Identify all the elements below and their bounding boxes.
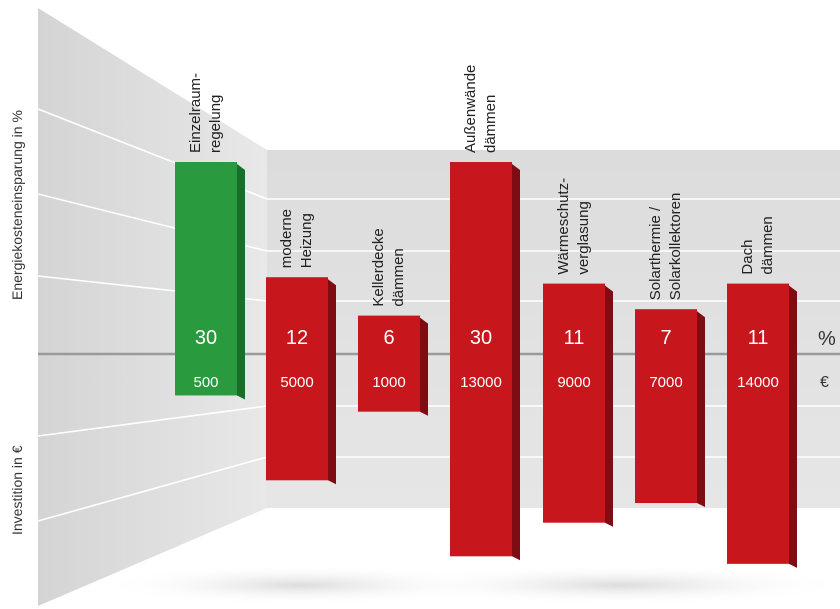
category-label: Einzelraum-regelung bbox=[187, 73, 224, 153]
savings-label: 12 bbox=[286, 327, 308, 349]
savings-label: 11 bbox=[748, 327, 769, 349]
category-label: Kellerdecke dämmen bbox=[370, 228, 407, 306]
bar-group: 12 5000 moderne Heizung bbox=[266, 209, 336, 485]
left-wall bbox=[38, 8, 267, 606]
savings-label: 6 bbox=[383, 327, 394, 349]
unit-euro: € bbox=[820, 374, 829, 391]
bar-group: 30 500 Einzelraum-regelung bbox=[175, 73, 245, 400]
category-label: moderne Heizung bbox=[278, 209, 315, 268]
bar-group: 11 9000 Wärmeschutz-verglasung bbox=[543, 178, 613, 527]
investment-label: 5000 bbox=[280, 374, 313, 391]
bar-side bbox=[328, 279, 336, 485]
bar bbox=[450, 162, 512, 557]
investment-label: 7000 bbox=[649, 374, 682, 391]
category-label: Dach dämmen bbox=[739, 216, 776, 274]
y-axis-title-top: Energiekosteneinsparung in % bbox=[9, 110, 25, 300]
investment-label: 14000 bbox=[737, 374, 779, 391]
bar-side bbox=[237, 164, 245, 400]
bar bbox=[175, 162, 237, 396]
bar-side bbox=[697, 311, 705, 508]
category-label: Wärmeschutz-verglasung bbox=[555, 178, 592, 275]
bar-side bbox=[789, 285, 797, 568]
bar-group: 6 1000 Kellerdecke dämmen bbox=[358, 228, 428, 416]
investment-label: 13000 bbox=[460, 374, 502, 391]
investment-label: 1000 bbox=[372, 374, 405, 391]
savings-label: 30 bbox=[470, 327, 492, 349]
y-axis-title-bottom: Investition in € bbox=[9, 445, 25, 535]
savings-label: 30 bbox=[195, 327, 217, 349]
savings-label: 11 bbox=[564, 327, 585, 349]
bar-side bbox=[420, 317, 428, 416]
investment-label: 9000 bbox=[557, 374, 590, 391]
bar-group: 11 14000 Dach dämmen bbox=[727, 216, 797, 568]
bar bbox=[266, 277, 328, 481]
bar-group: 30 13000 Außenwände dämmen bbox=[450, 65, 520, 561]
bar-side bbox=[605, 285, 613, 527]
bar bbox=[358, 315, 420, 412]
bar-side bbox=[512, 164, 520, 561]
floor-shadow bbox=[100, 565, 500, 605]
floor-shadow bbox=[390, 565, 840, 605]
category-label: Solarthermie / Solarkollektoren bbox=[647, 193, 684, 301]
investment-label: 500 bbox=[193, 374, 218, 391]
bar bbox=[543, 283, 605, 523]
bars-layer: 30 500 Einzelraum-regelung 12 5000 moderne Hei… bbox=[175, 65, 797, 568]
bar bbox=[635, 309, 697, 504]
category-label: Außenwände dämmen bbox=[462, 65, 499, 153]
savings-label: 7 bbox=[660, 327, 671, 349]
unit-percent: % bbox=[818, 328, 836, 350]
bar bbox=[727, 283, 789, 564]
bar-group: 7 7000 Solarthermie / Solarkollektoren bbox=[635, 193, 705, 508]
